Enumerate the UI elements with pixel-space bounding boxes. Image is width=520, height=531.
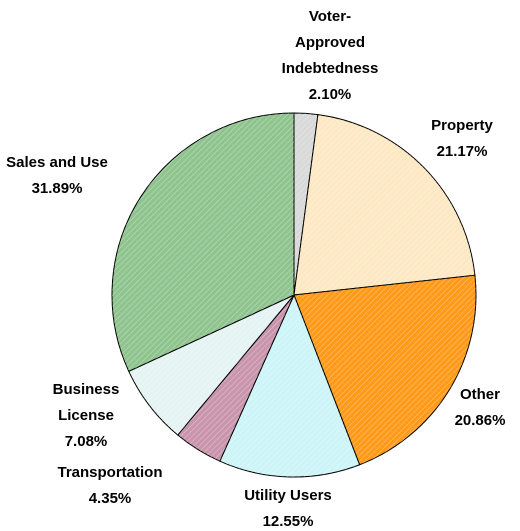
slice-texture bbox=[177, 295, 294, 462]
label-line: Indebtedness bbox=[282, 60, 379, 77]
slice-label: Other bbox=[460, 386, 500, 403]
slice-texture bbox=[294, 114, 475, 296]
value-label: 7.08% bbox=[65, 433, 108, 450]
value-label: 2.10% bbox=[309, 86, 352, 103]
value-label: 21.17% bbox=[437, 143, 488, 160]
slice-label: Sales and Use bbox=[6, 154, 108, 171]
label-line: License bbox=[58, 407, 114, 424]
slice-label: Business License bbox=[53, 381, 120, 424]
slice-label: Voter- Approved Indebtedness bbox=[282, 8, 379, 77]
value-label: 12.55% bbox=[263, 513, 314, 530]
label-line: Approved bbox=[295, 34, 365, 51]
label-line: Voter- bbox=[309, 8, 351, 25]
value-label: 31.89% bbox=[32, 180, 83, 197]
slice-texture bbox=[294, 275, 476, 465]
slice-texture bbox=[111, 113, 294, 372]
slice-label: Property bbox=[431, 117, 493, 134]
slice-label: Utility Users bbox=[244, 487, 332, 504]
slice-texture bbox=[219, 295, 360, 477]
value-label: 20.86% bbox=[455, 412, 506, 429]
slice-texture bbox=[128, 295, 294, 436]
label-line: Business bbox=[53, 381, 120, 398]
slice-label: Transportation bbox=[57, 464, 162, 481]
value-label: 4.35% bbox=[89, 490, 132, 507]
